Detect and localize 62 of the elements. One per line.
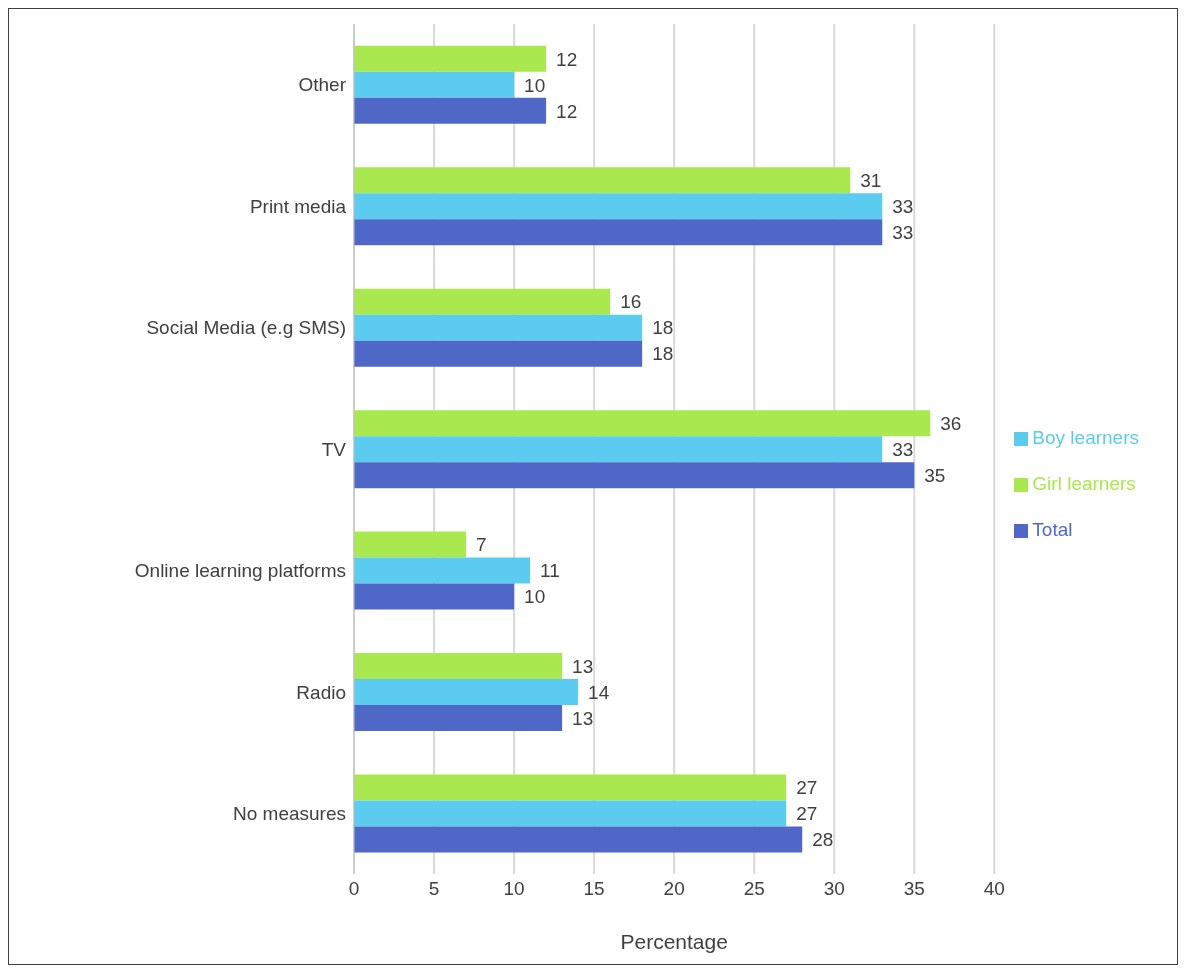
bar <box>354 774 787 801</box>
legend-label: Boy learners <box>1032 427 1139 448</box>
data-label: 12 <box>556 100 578 122</box>
y-tick-label: Social Media (e.g SMS) <box>146 317 346 339</box>
data-label: 14 <box>588 681 610 703</box>
x-tick-label: 15 <box>583 878 605 900</box>
data-label: 33 <box>892 222 914 244</box>
bar <box>354 410 931 437</box>
data-label: 13 <box>572 707 594 729</box>
data-label: 27 <box>796 803 818 825</box>
x-tick-label: 20 <box>663 878 685 900</box>
x-tick-label: 40 <box>983 878 1005 900</box>
bar <box>354 314 643 341</box>
data-label: 16 <box>620 291 642 313</box>
data-label: 35 <box>924 464 946 486</box>
data-label: 12 <box>556 48 578 70</box>
bar <box>354 97 547 124</box>
bar <box>354 193 883 220</box>
bar <box>354 436 883 463</box>
y-tick-label: Other <box>298 74 347 96</box>
bar <box>354 583 515 610</box>
bar <box>354 800 787 827</box>
data-label: 33 <box>892 196 914 218</box>
bar <box>354 288 611 315</box>
x-tick-label: 30 <box>823 878 845 900</box>
y-tick-label: TV <box>321 438 347 460</box>
bar <box>354 531 467 558</box>
bar <box>354 653 563 679</box>
data-label: 28 <box>812 829 834 851</box>
x-tick-label: 25 <box>743 878 765 900</box>
data-label: 31 <box>860 170 882 192</box>
bar <box>354 219 883 246</box>
bar <box>354 557 531 584</box>
data-label: 10 <box>524 586 546 608</box>
y-tick-label: Online learning platforms <box>134 560 346 582</box>
data-label: 33 <box>892 438 914 460</box>
x-tick-label: 0 <box>348 878 360 900</box>
bar <box>354 679 579 705</box>
bar <box>354 826 803 853</box>
bar <box>354 71 515 98</box>
x-axis-title: Percentage <box>620 930 728 953</box>
bar <box>354 340 643 367</box>
x-tick-label: 10 <box>503 878 525 900</box>
data-label: 27 <box>796 777 818 799</box>
y-tick-label: Radio <box>296 681 346 703</box>
x-tick-label: 35 <box>903 878 925 900</box>
data-label: 7 <box>476 534 487 556</box>
legend-label: Girl learners <box>1032 473 1136 494</box>
legend-label: Total <box>1032 519 1073 540</box>
bar <box>354 167 851 194</box>
data-label: 18 <box>652 343 674 365</box>
bar <box>354 45 547 72</box>
bar <box>354 705 563 731</box>
y-tick-label: Print media <box>249 195 347 217</box>
bar <box>354 462 915 489</box>
x-tick-label: 5 <box>428 878 440 900</box>
y-tick-label: No measures <box>233 803 346 825</box>
data-label: 18 <box>652 317 674 339</box>
data-label: 36 <box>940 412 962 434</box>
data-label: 13 <box>572 655 594 677</box>
data-label: 10 <box>524 74 546 96</box>
data-label: 11 <box>540 560 560 582</box>
